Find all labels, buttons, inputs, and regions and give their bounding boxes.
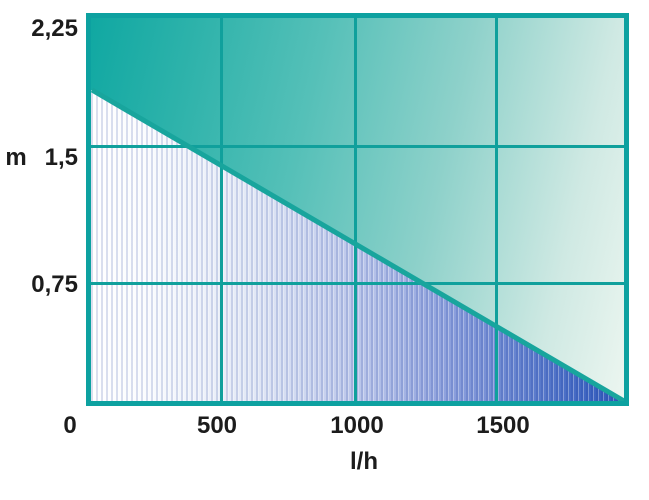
plot-frame <box>86 13 629 406</box>
x-tick-label-0: 0 <box>63 412 77 439</box>
y-tick-label-0-75: 0,75 <box>31 271 78 298</box>
x-axis-unit: l/h <box>350 448 378 475</box>
y-axis-unit: m <box>5 144 27 171</box>
gridline-v-1500 <box>495 18 498 401</box>
y-tick-label-2-25: 2,25 <box>31 15 78 42</box>
gridline-h-0-75 <box>91 282 624 285</box>
x-tick-label-1000: 1000 <box>330 412 384 439</box>
gridline-h-1-5 <box>91 145 624 148</box>
gridline-v-500 <box>220 18 223 401</box>
x-tick-label-500: 500 <box>196 412 238 439</box>
gridline-v-1000 <box>354 18 357 401</box>
pump-curve-line <box>91 87 624 401</box>
y-tick-label-1-5: 1,5 <box>44 144 78 171</box>
x-tick-label-1500: 1500 <box>476 412 530 439</box>
